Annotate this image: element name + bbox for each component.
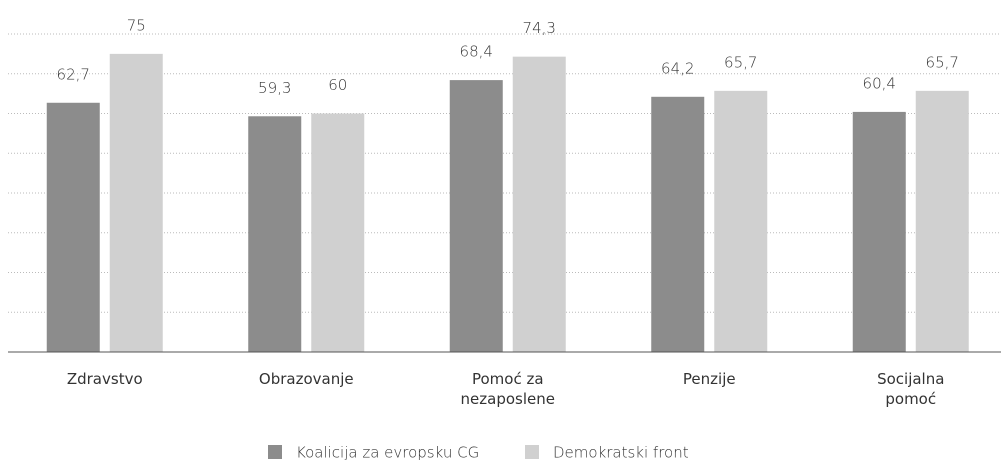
legend-swatch	[525, 445, 539, 459]
bar	[915, 90, 969, 352]
data-label: 75	[127, 16, 146, 34]
data-label: 74,3	[523, 19, 556, 37]
data-label: 65,7	[724, 53, 757, 71]
bar	[714, 90, 768, 352]
legend-label: Koalicija za evropsku CG	[296, 444, 479, 460]
x-tick-label: Socijalna pomoć	[877, 370, 945, 408]
legend-swatch	[268, 445, 282, 459]
data-label: 60	[328, 76, 347, 94]
bar	[449, 80, 503, 353]
bar	[512, 56, 566, 352]
bar	[248, 116, 302, 352]
data-label: 60,4	[863, 74, 896, 92]
x-tick-label: Zdravstvo	[66, 370, 143, 388]
bar	[651, 96, 705, 353]
data-label: 64,2	[661, 59, 694, 77]
legend-label: Demokratski front	[553, 444, 689, 460]
bar	[852, 111, 906, 352]
data-label: 65,7	[926, 53, 959, 71]
data-label: 68,4	[460, 43, 493, 61]
x-tick-label: Penzije	[682, 370, 736, 388]
bar	[46, 102, 100, 352]
x-tick-label: Pomoć za nezaposlene	[460, 370, 555, 408]
data-label: 59,3	[258, 79, 291, 97]
x-tick-label: Obrazovanje	[258, 370, 354, 388]
bar	[109, 53, 163, 352]
bar	[311, 113, 365, 352]
data-label: 62,7	[57, 65, 90, 83]
